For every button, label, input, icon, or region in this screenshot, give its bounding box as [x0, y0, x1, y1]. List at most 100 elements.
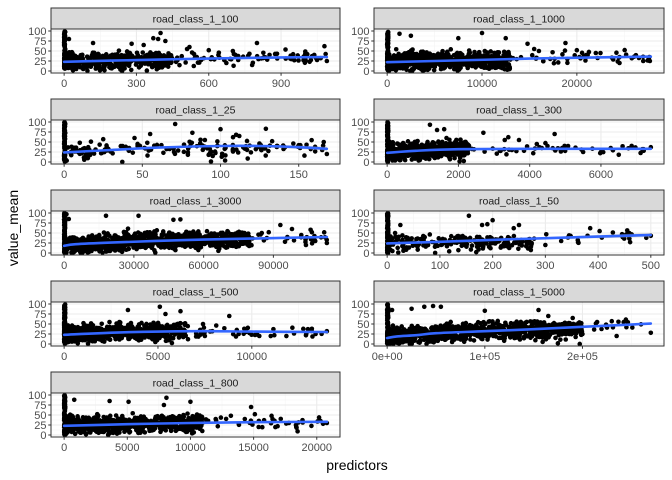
data-point [131, 233, 137, 238]
data-point [155, 36, 161, 42]
data-point [101, 230, 107, 235]
x-tick-label: 300 [536, 260, 554, 272]
data-point [86, 335, 91, 341]
data-point [87, 324, 93, 330]
data-point [455, 68, 460, 73]
data-point [647, 58, 653, 64]
data-point [506, 51, 512, 57]
data-point [494, 151, 500, 156]
data-point [242, 146, 248, 151]
data-point [129, 41, 134, 47]
data-point [292, 57, 297, 63]
data-point [102, 64, 107, 70]
data-point [477, 234, 482, 240]
data-point [640, 58, 646, 64]
data-point [321, 230, 327, 235]
data-point [177, 62, 182, 68]
data-point [62, 139, 67, 144]
data-point [78, 55, 84, 61]
y-tick-label: 50 [357, 46, 369, 58]
data-point [289, 226, 295, 232]
data-point [129, 324, 135, 329]
data-point [197, 141, 203, 146]
data-point [103, 246, 108, 252]
data-point [171, 217, 176, 223]
data-point [230, 331, 236, 337]
data-point [170, 324, 175, 330]
data-point [385, 34, 391, 39]
data-point [93, 66, 99, 71]
x-tick-label: 0 [384, 260, 390, 272]
y-tick-label: 100 [28, 26, 46, 38]
data-point [222, 325, 227, 331]
x-tick-label: 0 [61, 169, 67, 181]
data-point [431, 67, 437, 73]
data-point [391, 54, 396, 59]
data-point [617, 60, 622, 66]
data-point [622, 47, 627, 53]
x-tick-label: 60000 [188, 260, 219, 272]
data-point [184, 46, 190, 52]
data-point [321, 139, 327, 145]
data-point [324, 151, 330, 157]
x-tick-label: 0 [384, 78, 390, 90]
data-point [170, 335, 176, 341]
data-point [516, 137, 522, 143]
data-point [247, 51, 252, 57]
x-tick-label: 100 [211, 169, 229, 181]
data-point [290, 51, 296, 57]
y-tick-label: 50 [357, 228, 369, 240]
data-point [225, 229, 231, 235]
data-point [222, 158, 228, 163]
data-point [107, 61, 112, 67]
x-tick-label: 90000 [258, 260, 289, 272]
data-point [432, 244, 438, 250]
data-point [246, 242, 251, 248]
data-point [159, 232, 165, 237]
data-point [110, 53, 115, 58]
data-point [391, 63, 397, 69]
data-point [117, 319, 122, 325]
data-point [323, 51, 328, 57]
data-point [210, 242, 215, 248]
data-point [427, 232, 433, 237]
data-point [245, 156, 251, 161]
data-point [458, 137, 463, 142]
data-point [227, 240, 233, 245]
data-point [78, 244, 84, 249]
data-point [172, 121, 178, 127]
y-tick-label: 75 [34, 218, 46, 230]
data-point [448, 233, 454, 239]
smooth-line [62, 144, 329, 154]
facet-strip [50, 7, 341, 30]
data-point [442, 61, 448, 67]
data-point [84, 65, 89, 71]
y-tick-label: 0 [40, 157, 46, 169]
data-point [444, 243, 450, 249]
data-point [234, 147, 239, 152]
data-point [308, 227, 313, 233]
data-point [153, 62, 159, 68]
data-point [451, 52, 457, 58]
data-point [303, 332, 309, 338]
data-point [77, 140, 83, 146]
data-point [644, 235, 649, 241]
y-tick-label: 75 [34, 36, 46, 48]
data-point [206, 47, 212, 53]
data-point [504, 152, 509, 157]
data-point [196, 334, 201, 339]
data-point [141, 42, 146, 48]
data-point [172, 151, 178, 157]
facet-strip [50, 189, 341, 212]
data-point [238, 230, 244, 235]
data-point [486, 244, 492, 250]
data-point [113, 55, 119, 61]
data-point [232, 240, 237, 246]
data-point [128, 320, 134, 326]
data-point [453, 235, 458, 241]
data-point [121, 235, 127, 241]
data-point [475, 63, 480, 68]
